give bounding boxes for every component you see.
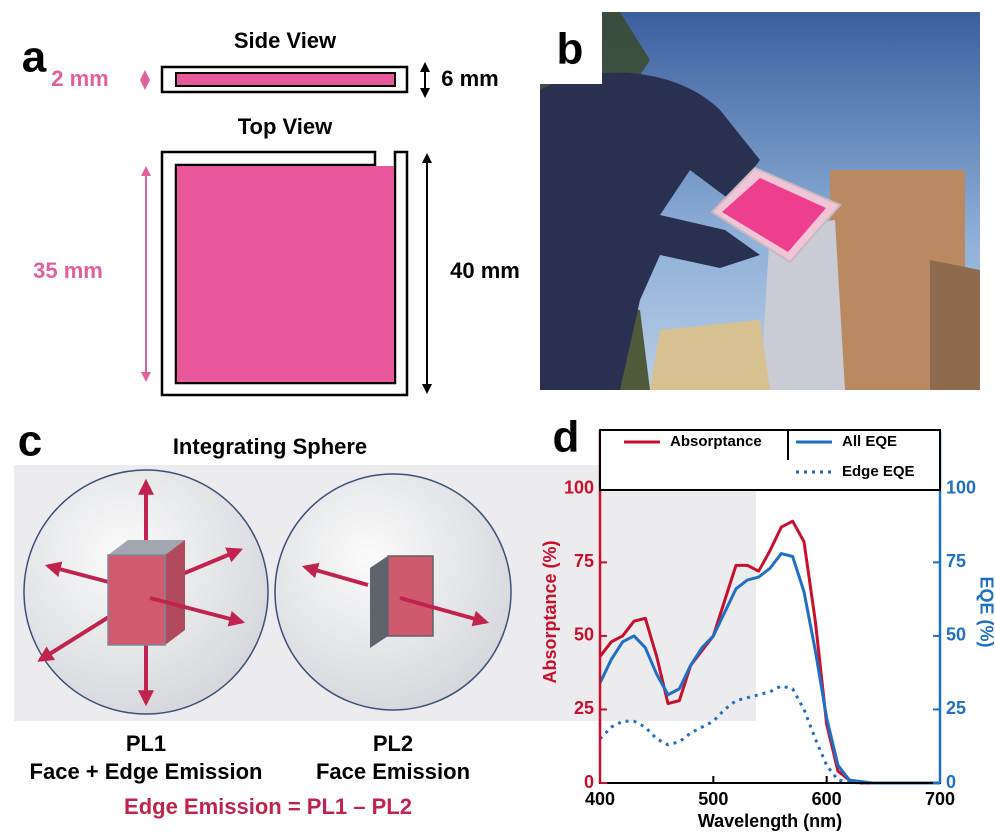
block-side <box>370 556 388 648</box>
outer-width: 40 mm <box>450 258 520 283</box>
y2-tick-label: 100 <box>946 478 976 498</box>
x-tick-label: 500 <box>698 789 728 809</box>
right-caption: Face Emission <box>316 759 470 784</box>
y2-axis-label: EQE (%) <box>976 576 995 647</box>
y2-tick-label: 75 <box>946 551 966 571</box>
y-tick-label: 50 <box>574 625 594 645</box>
top-film <box>177 166 394 382</box>
panel-b: b <box>540 12 980 390</box>
left-caption: Face + Edge Emission <box>30 759 263 784</box>
y-tick-label: 100 <box>564 478 594 498</box>
panel-label: d <box>553 413 580 462</box>
y2-tick-label: 0 <box>946 772 956 792</box>
side-title: Side View <box>234 28 337 53</box>
x-tick-label: 400 <box>585 789 615 809</box>
y-axis-label: Absorptance (%) <box>540 540 560 683</box>
block-side <box>165 540 185 645</box>
side-film <box>176 73 395 86</box>
panel-a: a Side View 2 mm 6 mm Top View 35 mm 40 … <box>12 28 520 395</box>
block-face <box>388 556 433 636</box>
left-name: PL1 <box>126 731 166 756</box>
x-tick-label: 600 <box>812 789 842 809</box>
y-tick-label: 75 <box>574 551 594 571</box>
building <box>930 260 980 390</box>
panel-label: b <box>557 25 584 74</box>
y2-tick-label: 50 <box>946 625 966 645</box>
top-title: Top View <box>238 114 333 139</box>
legend-label: Edge EQE <box>842 463 915 480</box>
inner-thickness: 2 mm <box>51 66 108 91</box>
x-tick-label: 700 <box>925 789 955 809</box>
outer-thickness: 6 mm <box>441 66 498 91</box>
y2-tick-label: 25 <box>946 698 966 718</box>
panel-label: a <box>22 33 47 82</box>
inner-width: 35 mm <box>33 258 103 283</box>
legend-label: All EQE <box>842 433 897 450</box>
x-axis-label: Wavelength (nm) <box>698 811 842 831</box>
y-tick-label: 0 <box>584 772 594 792</box>
c-title: Integrating Sphere <box>173 434 367 459</box>
y-tick-label: 25 <box>574 698 594 718</box>
figure: a Side View 2 mm 6 mm Top View 35 mm 40 … <box>0 0 995 834</box>
equation: Edge Emission = PL1 – PL2 <box>124 794 412 819</box>
legend-label: Absorptance <box>670 433 762 450</box>
building <box>650 320 770 390</box>
right-name: PL2 <box>373 731 413 756</box>
panel-label: c <box>18 417 42 466</box>
